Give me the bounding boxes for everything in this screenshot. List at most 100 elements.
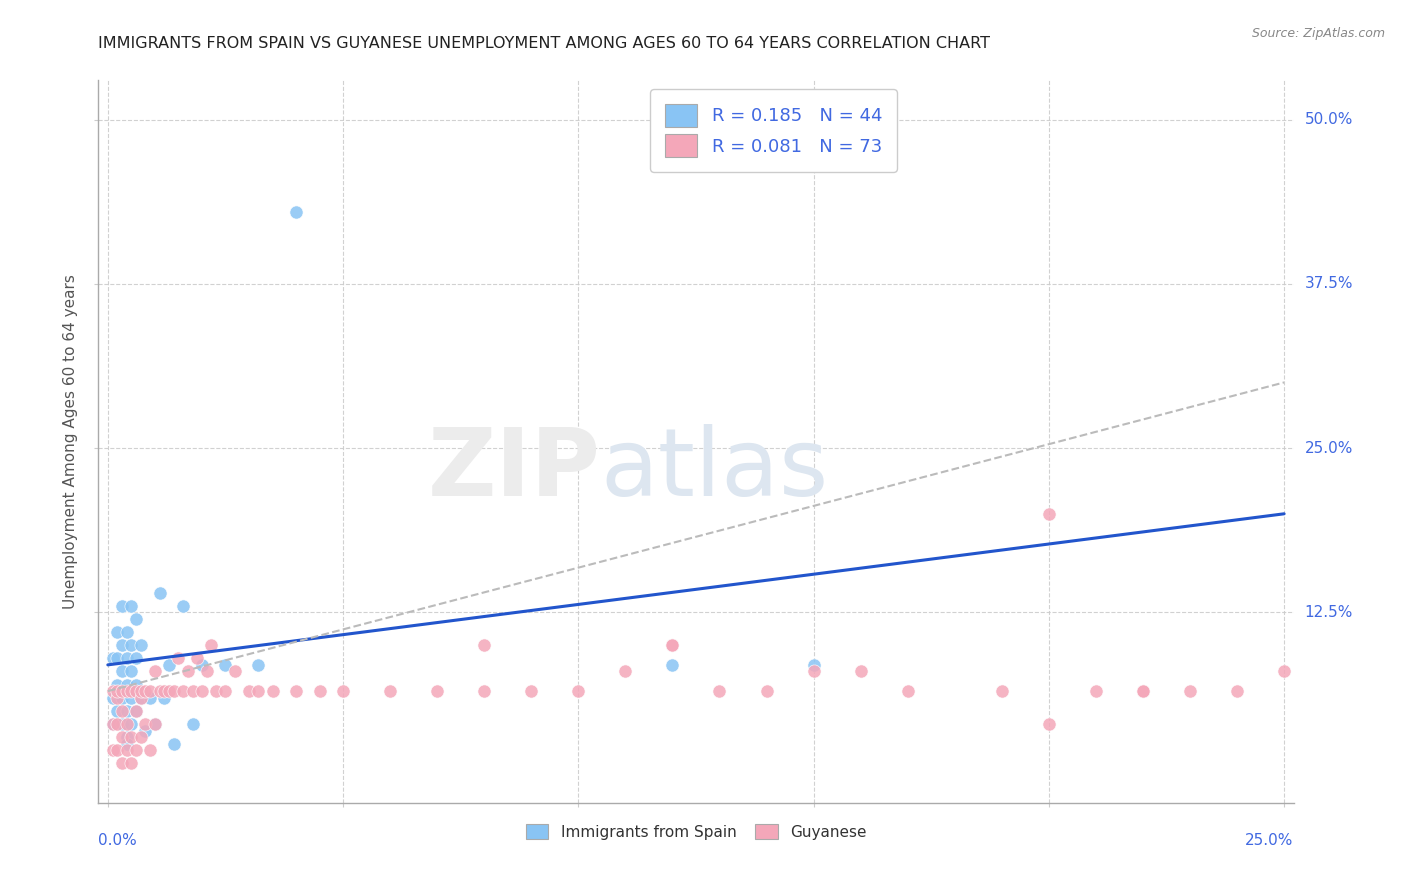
Point	[143, 665, 166, 679]
Point	[214, 657, 236, 672]
Point	[111, 704, 134, 718]
Point	[181, 717, 204, 731]
Point	[308, 684, 330, 698]
Point	[115, 625, 138, 640]
Point	[153, 684, 176, 698]
Point	[186, 651, 208, 665]
Point	[709, 684, 731, 698]
Point	[125, 743, 148, 757]
Point	[897, 684, 920, 698]
Point	[200, 638, 222, 652]
Point	[120, 730, 142, 744]
Point	[111, 690, 134, 705]
Point	[247, 684, 270, 698]
Point	[247, 657, 270, 672]
Point	[134, 717, 156, 731]
Point	[115, 737, 138, 751]
Point	[472, 684, 495, 698]
Point	[101, 717, 124, 731]
Point	[120, 756, 142, 771]
Point	[167, 651, 190, 665]
Point	[101, 717, 124, 731]
Point	[105, 690, 128, 705]
Point	[139, 690, 162, 705]
Text: 25.0%: 25.0%	[1305, 441, 1353, 456]
Point	[285, 684, 308, 698]
Point	[661, 638, 683, 652]
Point	[125, 704, 148, 718]
Point	[139, 743, 162, 757]
Legend: Immigrants from Spain, Guyanese: Immigrants from Spain, Guyanese	[519, 818, 873, 846]
Point	[661, 657, 683, 672]
Point	[172, 599, 194, 613]
Point	[120, 684, 142, 698]
Point	[120, 690, 142, 705]
Point	[111, 756, 134, 771]
Point	[157, 657, 180, 672]
Point	[115, 704, 138, 718]
Point	[129, 690, 152, 705]
Point	[111, 717, 134, 731]
Point	[214, 684, 236, 698]
Point	[139, 684, 162, 698]
Point	[567, 684, 589, 698]
Point	[153, 690, 176, 705]
Point	[378, 684, 401, 698]
Point	[111, 665, 134, 679]
Point	[205, 684, 228, 698]
Point	[1038, 507, 1060, 521]
Point	[120, 638, 142, 652]
Point	[755, 684, 778, 698]
Point	[115, 730, 138, 744]
Point	[115, 677, 138, 691]
Point	[163, 737, 186, 751]
Point	[195, 665, 218, 679]
Text: atlas: atlas	[600, 425, 828, 516]
Point	[1226, 684, 1249, 698]
Point	[129, 638, 152, 652]
Point	[105, 684, 128, 698]
Point	[520, 684, 543, 698]
Point	[125, 704, 148, 718]
Point	[105, 704, 128, 718]
Point	[125, 684, 148, 698]
Point	[472, 638, 495, 652]
Point	[101, 743, 124, 757]
Point	[129, 690, 152, 705]
Point	[191, 657, 214, 672]
Point	[105, 677, 128, 691]
Point	[115, 743, 138, 757]
Point	[105, 625, 128, 640]
Point	[120, 599, 142, 613]
Point	[134, 723, 156, 738]
Point	[129, 684, 152, 698]
Point	[105, 651, 128, 665]
Point	[181, 684, 204, 698]
Point	[1132, 684, 1154, 698]
Point	[172, 684, 194, 698]
Point	[157, 684, 180, 698]
Point	[115, 651, 138, 665]
Text: 50.0%: 50.0%	[1305, 112, 1353, 128]
Text: Source: ZipAtlas.com: Source: ZipAtlas.com	[1251, 27, 1385, 40]
Point	[803, 657, 825, 672]
Text: 37.5%: 37.5%	[1305, 277, 1353, 292]
Point	[129, 730, 152, 744]
Point	[614, 665, 637, 679]
Point	[991, 684, 1014, 698]
Point	[191, 684, 214, 698]
Point	[111, 599, 134, 613]
Point	[262, 684, 284, 698]
Text: ZIP: ZIP	[427, 425, 600, 516]
Text: 25.0%: 25.0%	[1246, 833, 1294, 848]
Point	[149, 684, 172, 698]
Point	[163, 684, 186, 698]
Point	[426, 684, 449, 698]
Point	[125, 612, 148, 626]
Point	[101, 684, 124, 698]
Point	[1272, 665, 1295, 679]
Point	[105, 717, 128, 731]
Point	[115, 684, 138, 698]
Y-axis label: Unemployment Among Ages 60 to 64 years: Unemployment Among Ages 60 to 64 years	[63, 274, 79, 609]
Point	[115, 717, 138, 731]
